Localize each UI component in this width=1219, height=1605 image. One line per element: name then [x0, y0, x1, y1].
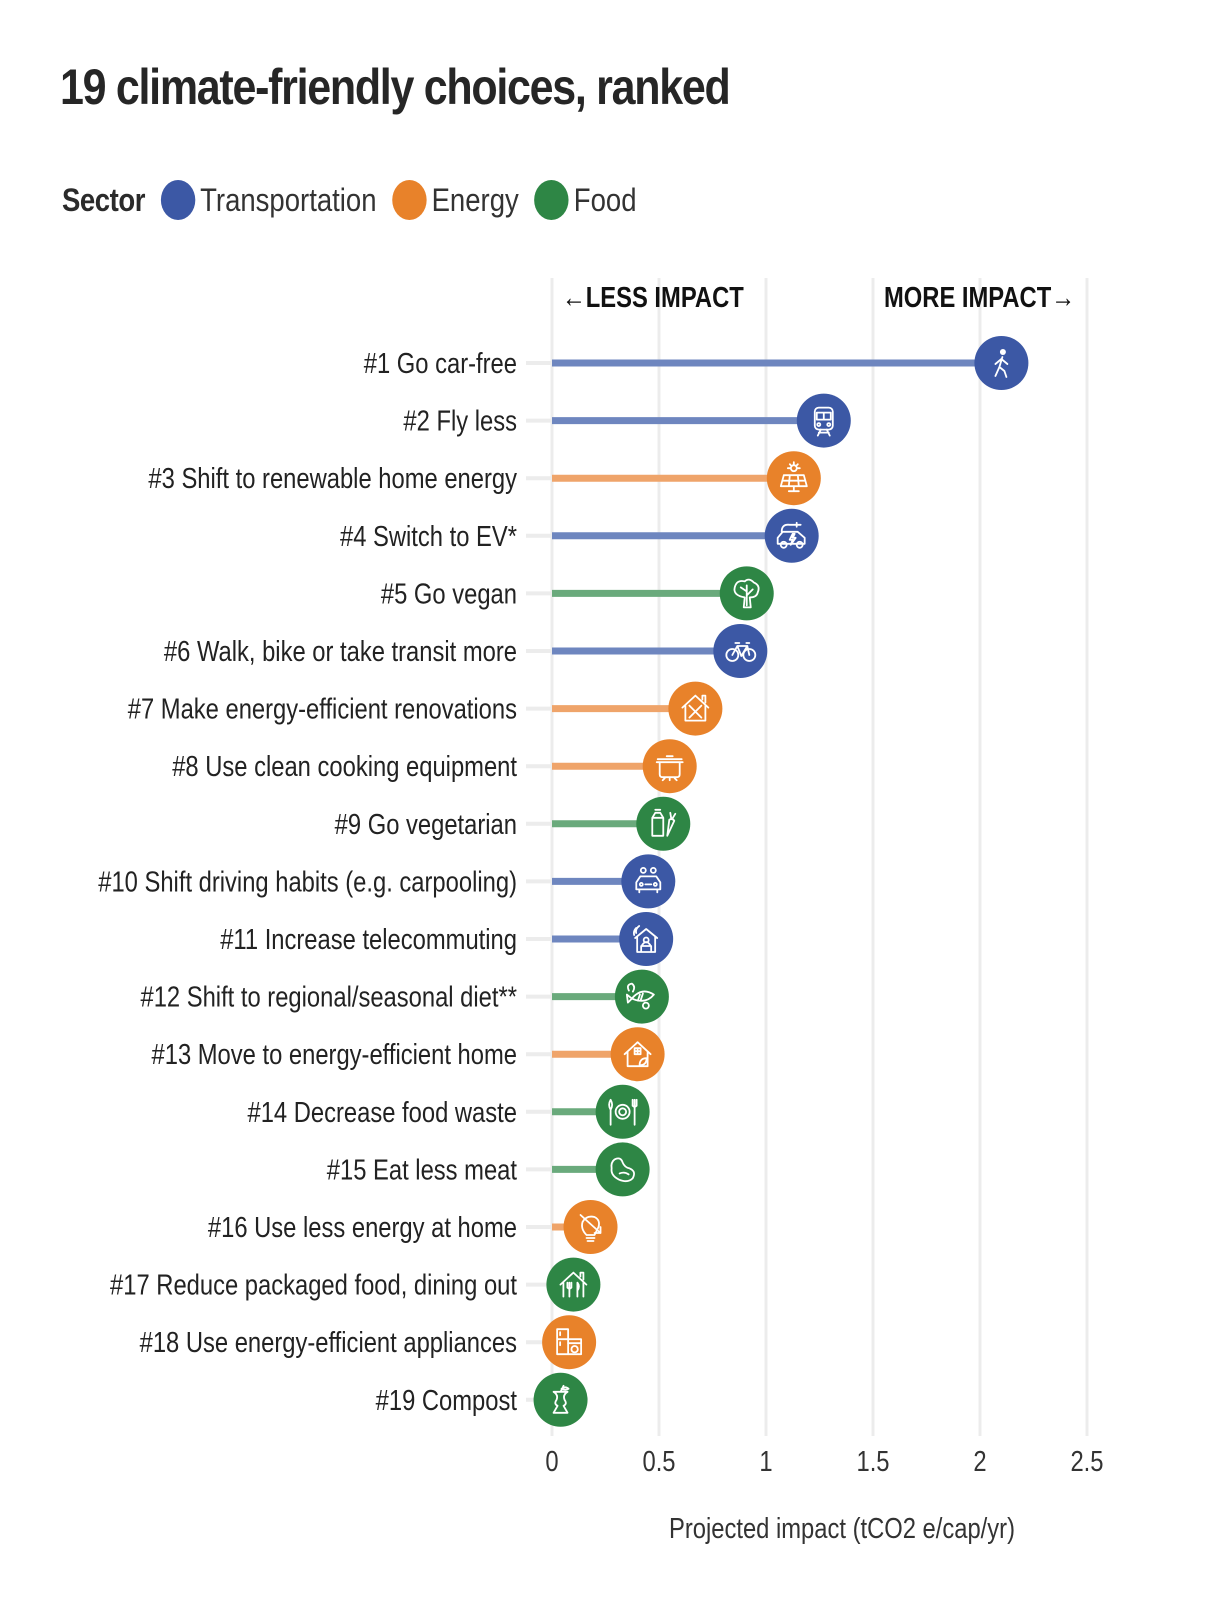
legend-item-transportation: Transportation — [160, 180, 377, 220]
chart-row: #16 Use less energy at home — [208, 1200, 618, 1254]
x-tick-label: 2.5 — [1070, 1445, 1103, 1478]
chart-row: #15 Eat less meat — [327, 1142, 650, 1197]
lollipop-dot — [621, 854, 676, 909]
carpool-icon — [635, 867, 662, 894]
legend-dot-transportation — [160, 180, 195, 220]
legend-label-transportation: Transportation — [200, 181, 377, 218]
chart-row: #14 Decrease food waste — [248, 1084, 650, 1139]
x-tick-label: 0.5 — [642, 1445, 675, 1478]
lollipop-dot — [563, 1200, 618, 1254]
chart-row: #2 Fly less — [403, 393, 851, 448]
lollipop-dot — [546, 1257, 601, 1312]
category-label: #8 Use clean cooking equipment — [172, 750, 517, 783]
category-label: #3 Shift to renewable home energy — [148, 462, 517, 495]
chart-row: #13 Move to energy-efficient home — [152, 1027, 665, 1082]
lollipop-dot — [642, 739, 697, 794]
lollipop-dot — [595, 1142, 650, 1197]
gridlines — [550, 278, 1089, 1436]
x-axis-title: Projected impact (tCO2 e/cap/yr) — [669, 1512, 1015, 1545]
legend-dot-energy — [392, 180, 427, 220]
chart-row: #6 Walk, bike or take transit more — [164, 624, 768, 678]
chart-row: #5 Go vegan — [381, 566, 774, 621]
more-impact-label: MORE IMPACT→ — [884, 281, 1075, 314]
less-impact-label: ←LESS IMPACT — [562, 281, 744, 314]
legend-dot-food — [534, 180, 569, 220]
bicycle-icon — [725, 642, 757, 662]
lollipop-dot — [713, 624, 768, 678]
lollipop-dot — [668, 681, 723, 736]
category-label: #14 Decrease food waste — [248, 1096, 517, 1129]
chart-row: #7 Make energy-efficient renovations — [128, 681, 723, 736]
apple-core-icon — [552, 1384, 570, 1414]
lollipop-dot — [595, 1084, 650, 1139]
milk-carrot-icon — [651, 808, 677, 837]
chart-row: #8 Use clean cooking equipment — [172, 739, 697, 794]
x-tick-label: 2 — [973, 1445, 986, 1478]
chart-row: #9 Go vegetarian — [335, 796, 691, 851]
category-label: #2 Fly less — [403, 404, 517, 437]
legend-item-food: Food — [534, 180, 637, 220]
category-label: #19 Compost — [376, 1384, 518, 1417]
lollipop-dot — [619, 912, 674, 966]
x-tick-label: 1 — [759, 1445, 772, 1478]
category-label: #15 Eat less meat — [327, 1153, 518, 1186]
chart-rows: #1 Go car-free #2 Fly less #3 Shift to ren… — [98, 336, 1029, 1427]
restaurant-home-icon — [559, 1271, 588, 1298]
chart-row: #1 Go car-free — [364, 336, 1029, 390]
chart-row: #18 Use energy-efficient appliances — [140, 1315, 597, 1370]
leafy-greens-icon — [733, 578, 760, 609]
fish-vegetables-icon — [625, 982, 655, 1010]
category-label: #5 Go vegan — [381, 577, 517, 610]
train-icon — [813, 406, 834, 437]
efficient-home-icon — [623, 1041, 652, 1068]
chart-row: #12 Shift to regional/seasonal diet** — [140, 969, 669, 1024]
cooking-pot-icon — [655, 755, 684, 782]
home-repair-icon — [681, 694, 710, 722]
lollipop-dot — [796, 393, 851, 448]
lightbulb-down-icon — [579, 1214, 602, 1242]
plate-cutlery-icon — [608, 1098, 638, 1126]
legend-label-food: Food — [573, 181, 637, 218]
appliances-icon — [556, 1328, 583, 1356]
category-label: #1 Go car-free — [364, 347, 517, 380]
x-tick-label: 1.5 — [856, 1445, 889, 1478]
home-office-icon — [633, 925, 659, 953]
category-label: #4 Switch to EV* — [340, 520, 517, 553]
category-label: #11 Increase telecommuting — [220, 923, 517, 956]
x-axis-ticks: 0 0.5 1 1.5 2 2.5 — [545, 1445, 1103, 1478]
category-label: #16 Use less energy at home — [208, 1211, 517, 1244]
lollipop-dot — [766, 451, 821, 506]
legend-title: Sector — [62, 181, 146, 218]
x-tick-label: 0 — [545, 1445, 558, 1478]
category-label: #9 Go vegetarian — [335, 808, 517, 841]
chart-title: 19 climate-friendly choices, ranked — [60, 59, 731, 115]
chart-row: #10 Shift driving habits (e.g. carpoolin… — [98, 854, 676, 909]
chart-row: #11 Increase telecommuting — [220, 912, 674, 966]
category-label: #7 Make energy-efficient renovations — [128, 692, 517, 725]
chart-row: #4 Switch to EV* — [340, 508, 819, 563]
chart-row: #3 Shift to renewable home energy — [148, 451, 821, 506]
legend-label-energy: Energy — [431, 181, 519, 218]
category-label: #12 Shift to regional/seasonal diet** — [140, 980, 517, 1013]
chart-row: #19 Compost — [376, 1372, 588, 1427]
category-label: #18 Use energy-efficient appliances — [140, 1326, 517, 1359]
category-label: #13 Move to energy-efficient home — [152, 1038, 517, 1071]
bean-icon — [610, 1157, 635, 1183]
legend: Sector Transportation Energy Food — [62, 178, 652, 222]
category-label: #6 Walk, bike or take transit more — [164, 635, 517, 668]
walking-person-icon — [994, 349, 1009, 378]
solar-panel-icon — [779, 461, 808, 493]
lollipop-dot — [533, 1372, 588, 1427]
category-label: #17 Reduce packaged food, dining out — [110, 1268, 518, 1301]
lollipop-dot — [542, 1315, 597, 1370]
category-label: #10 Shift driving habits (e.g. carpoolin… — [98, 865, 517, 898]
legend-item-energy: Energy — [392, 180, 519, 220]
electric-car-icon — [776, 521, 806, 549]
chart-row: #17 Reduce packaged food, dining out — [110, 1257, 601, 1312]
